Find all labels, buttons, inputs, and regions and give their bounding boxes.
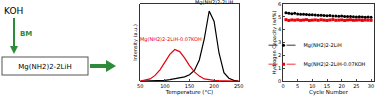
svg-text:6: 6 xyxy=(278,1,281,7)
svg-text:Mg(NH2)2-2LiH: Mg(NH2)2-2LiH xyxy=(195,0,233,6)
svg-text:0: 0 xyxy=(281,83,284,89)
svg-text:250: 250 xyxy=(234,83,244,89)
svg-text:3: 3 xyxy=(278,39,281,45)
svg-text:1: 1 xyxy=(278,65,281,71)
svg-text:Mg(NH2)2-2LiH-0.07KOH: Mg(NH2)2-2LiH-0.07KOH xyxy=(140,36,202,43)
svg-text:5: 5 xyxy=(278,14,281,20)
svg-text:4: 4 xyxy=(278,26,281,32)
svg-text:Mg(NH2)2-2LiH: Mg(NH2)2-2LiH xyxy=(304,42,342,49)
svg-text:10: 10 xyxy=(309,83,315,89)
svg-text:20: 20 xyxy=(339,83,345,89)
svg-text:15: 15 xyxy=(324,83,330,89)
svg-text:30: 30 xyxy=(368,83,374,89)
svg-text:Cycle Number: Cycle Number xyxy=(309,89,349,96)
svg-text:200: 200 xyxy=(209,83,219,89)
svg-text:Intensity (a.u.): Intensity (a.u.) xyxy=(132,24,139,61)
svg-text:100: 100 xyxy=(160,83,170,89)
svg-text:5: 5 xyxy=(296,83,299,89)
svg-text:2: 2 xyxy=(278,52,281,58)
svg-text:0: 0 xyxy=(278,78,281,84)
svg-text:25: 25 xyxy=(353,83,359,89)
svg-text:Mg(NH2)2-2LiH-0.07KOH: Mg(NH2)2-2LiH-0.07KOH xyxy=(304,61,366,68)
svg-text:KOH: KOH xyxy=(4,6,23,16)
svg-text:Temperature (°C): Temperature (°C) xyxy=(165,89,213,96)
svg-text:Hydrogen Capacity (wt%): Hydrogen Capacity (wt%) xyxy=(271,10,278,74)
svg-text:50: 50 xyxy=(137,83,143,89)
svg-text:BM: BM xyxy=(20,30,32,38)
svg-text:150: 150 xyxy=(185,83,195,89)
svg-text:Mg(NH2)2-2LiH: Mg(NH2)2-2LiH xyxy=(18,63,71,71)
